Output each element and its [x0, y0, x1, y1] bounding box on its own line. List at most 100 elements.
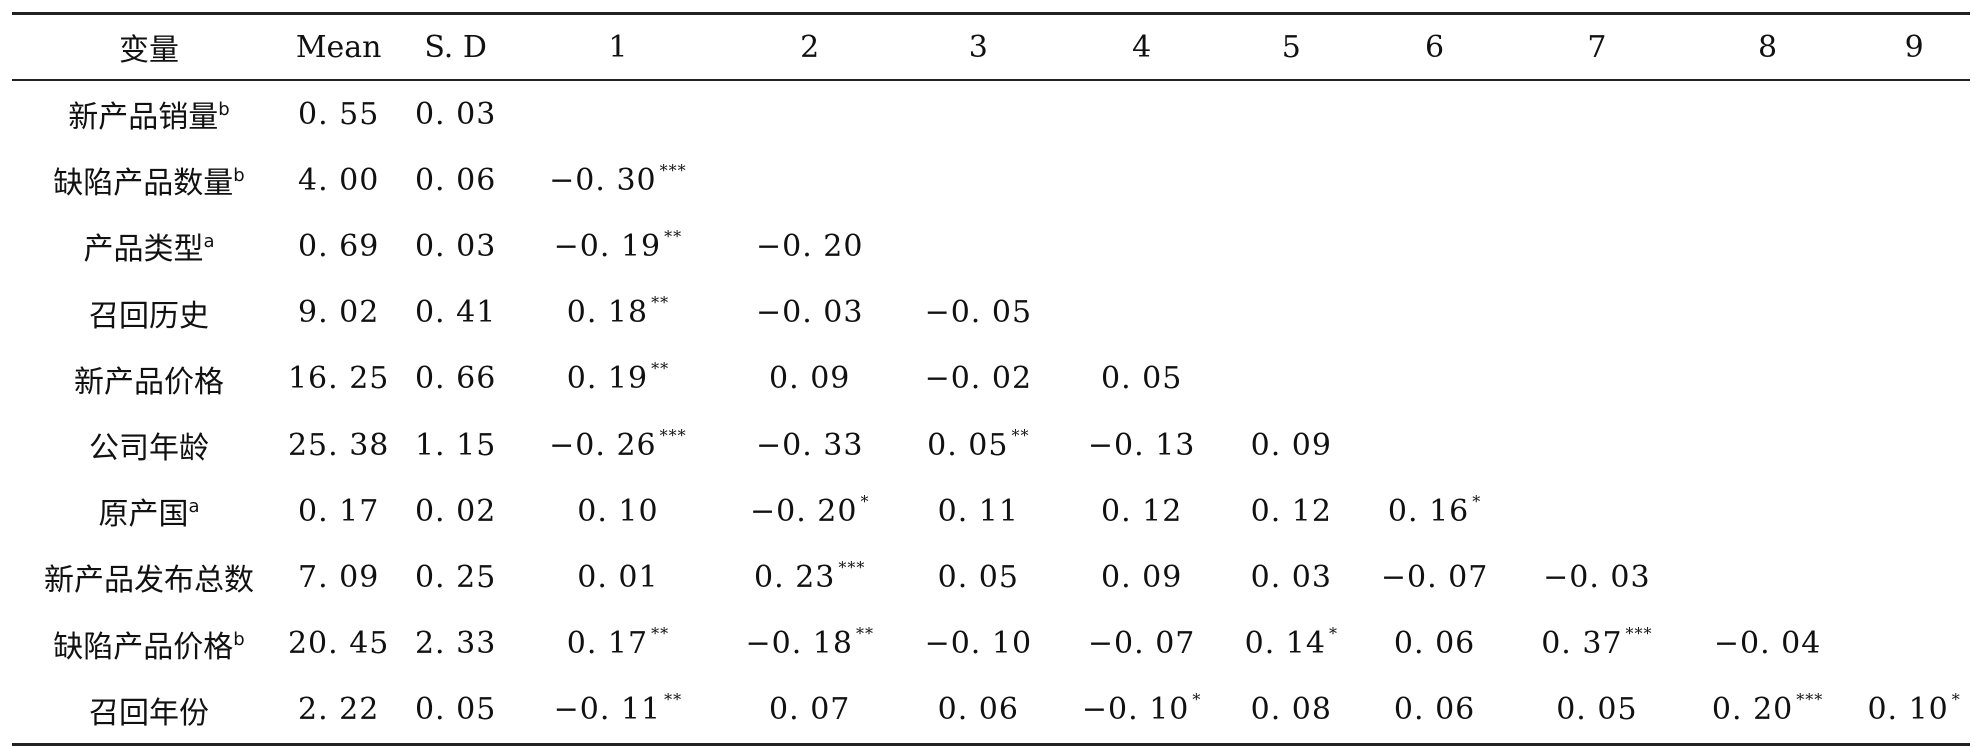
correlation-cell	[1858, 80, 1970, 147]
correlation-cell	[904, 80, 1054, 147]
significance-stars: ***	[659, 160, 687, 180]
correlation-cell	[1677, 80, 1858, 147]
table-row: 产品类型a 0. 69 0. 03 −0. 19 ** −0. 20	[12, 213, 1970, 279]
sd-cell: 0. 03	[414, 96, 497, 132]
header-cell-8: 8	[1758, 29, 1778, 65]
significance-stars: **	[664, 690, 683, 710]
variable-label-cell: 产品类型a	[12, 213, 286, 279]
sd-cell: 2. 33	[414, 626, 497, 662]
significance-stars: *	[1328, 624, 1338, 644]
variable-footnote-mark: a	[188, 496, 200, 518]
header-cell-variable: 变量	[118, 33, 179, 68]
correlation-cell	[1858, 412, 1970, 478]
correlation-value: 0. 10	[1867, 692, 1949, 728]
variable-label: 新产品销量	[68, 100, 219, 136]
table-row: 召回年份 2. 22 0. 05 −0. 11 ** 0. 07 0. 06 −0. 10 * 0…	[12, 677, 1970, 745]
correlation-cell: 0. 11	[904, 478, 1054, 544]
correlation-cell	[1858, 544, 1970, 610]
correlation-cell	[1053, 147, 1230, 213]
table-row: 召回历史 9. 02 0. 41 0. 18 ** −0. 03 −0. 05	[12, 280, 1970, 346]
table-row: 公司年龄 25. 38 1. 15 −0. 26 *** −0. 33 0. 05 ** −0.…	[12, 412, 1970, 478]
correlation-cell: −0. 03	[1517, 544, 1677, 610]
correlation-cell: 0. 05	[904, 544, 1054, 610]
correlation-cell	[716, 147, 904, 213]
variable-label-cell: 新产品价格	[12, 346, 286, 412]
correlation-cell: 0. 09	[716, 346, 904, 412]
correlation-cell	[1352, 412, 1516, 478]
correlation-cell: −0. 10	[904, 611, 1054, 677]
correlation-cell: −0. 20 *	[716, 478, 904, 544]
correlation-cell	[1677, 544, 1858, 610]
mean-cell: 7. 09	[298, 559, 380, 595]
correlation-value: 0. 12	[1250, 493, 1332, 529]
correlation-value: 0. 05	[1100, 361, 1183, 397]
header-cell-9: 9	[1904, 29, 1924, 65]
correlation-cell: −0. 04	[1677, 611, 1858, 677]
correlation-value: −0. 20	[749, 493, 858, 529]
mean-cell: 20. 45	[287, 626, 390, 662]
correlation-value: 0. 06	[1393, 692, 1476, 728]
correlation-value: −0. 26	[549, 427, 657, 463]
variable-label: 新产品发布总数	[43, 563, 254, 599]
correlation-value: 0. 18	[566, 295, 649, 331]
mean-cell: 2. 22	[298, 692, 380, 728]
correlation-value: 0. 06	[1393, 626, 1476, 662]
correlation-value: −0. 18	[745, 626, 853, 662]
variable-label-cell: 新产品发布总数	[12, 544, 286, 610]
correlation-cell: 0. 09	[1230, 412, 1352, 478]
correlation-cell	[904, 147, 1054, 213]
correlation-cell	[1677, 346, 1858, 412]
correlation-value: −0. 04	[1713, 626, 1822, 662]
header-cell-1: 1	[608, 29, 628, 65]
correlation-cell: 0. 05	[1517, 677, 1677, 745]
header-cell-mean: Mean	[295, 29, 382, 65]
header-cell-2: 2	[800, 29, 820, 65]
correlation-value: −0. 33	[755, 427, 864, 463]
correlation-cell	[1230, 346, 1352, 412]
variable-label-cell: 原产国a	[12, 478, 286, 544]
correlation-cell: 0. 05	[1053, 346, 1230, 412]
correlation-value: 0. 19	[566, 361, 649, 397]
mean-cell: 25. 38	[287, 427, 390, 463]
correlation-cell: −0. 03	[716, 280, 904, 346]
correlation-cell: 0. 06	[1352, 677, 1516, 745]
correlation-cell: −0. 02	[904, 346, 1054, 412]
correlation-cell: 0. 12	[1230, 478, 1352, 544]
correlation-cell: 0. 19 **	[520, 346, 716, 412]
correlation-cell: 0. 23 ***	[716, 544, 904, 610]
correlation-value: −0. 19	[553, 228, 662, 264]
correlation-cell	[1517, 213, 1677, 279]
variable-label: 缺陷产品价格	[53, 629, 234, 665]
mean-cell: 4. 00	[298, 162, 380, 198]
sd-cell: 1. 15	[414, 427, 497, 463]
correlation-cell: 0. 37 ***	[1517, 611, 1677, 677]
header-cell-5: 5	[1281, 29, 1301, 65]
correlation-cell	[1677, 412, 1858, 478]
correlation-value: 0. 09	[1250, 427, 1332, 463]
correlation-value: 0. 05	[937, 559, 1019, 595]
correlation-cell: 0. 06	[904, 677, 1054, 745]
header-cell-4: 4	[1132, 29, 1152, 65]
variable-label: 原产国	[98, 497, 189, 533]
correlation-value: 0. 07	[769, 692, 851, 728]
table-row: 新产品发布总数 7. 09 0. 25 0. 01 0. 23 *** 0. 05 0. 09…	[12, 544, 1970, 610]
significance-stars: ***	[1796, 690, 1824, 710]
significance-stars: ***	[1625, 624, 1653, 644]
correlation-cell: −0. 19 **	[520, 213, 716, 279]
correlation-cell: 0. 12	[1053, 478, 1230, 544]
correlation-cell: −0. 26 ***	[520, 412, 716, 478]
variable-footnote-mark: b	[233, 628, 245, 650]
mean-cell: 0. 17	[298, 493, 380, 529]
correlation-cell	[1517, 412, 1677, 478]
correlation-value: −0. 03	[1543, 559, 1651, 595]
correlation-cell: 0. 17 **	[520, 611, 716, 677]
mean-cell: 0. 55	[298, 96, 380, 132]
variable-label: 新产品价格	[73, 364, 224, 400]
correlation-value: −0. 20	[755, 228, 864, 264]
correlation-value: 0. 11	[937, 493, 1019, 529]
correlation-value: 0. 12	[1100, 493, 1183, 529]
correlation-cell: 0. 06	[1352, 611, 1516, 677]
correlation-cell	[1352, 147, 1516, 213]
significance-stars: **	[651, 624, 670, 644]
correlation-value: −0. 07	[1087, 626, 1196, 662]
